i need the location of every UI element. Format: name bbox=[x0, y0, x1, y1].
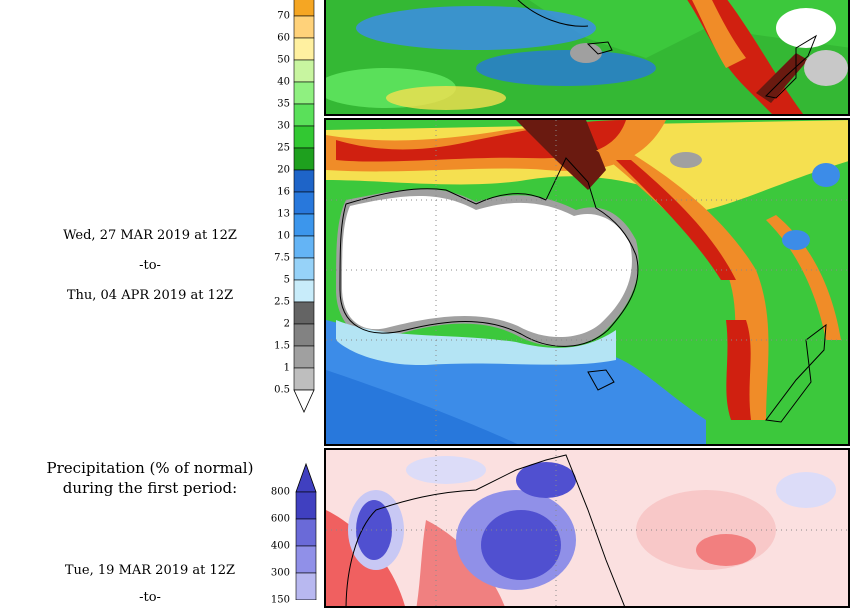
percent-normal-heading-line1: Precipitation (% of normal) bbox=[46, 459, 254, 477]
rainfall-colorbar-tick-label: 7.5 bbox=[274, 252, 290, 264]
percent-normal-map-panel bbox=[324, 448, 850, 608]
rainfall-colorbar-swatch bbox=[293, 147, 315, 171]
rainfall-colorbar-swatch bbox=[293, 367, 315, 391]
percent-colorbar-swatch bbox=[295, 572, 317, 600]
rainfall-colorbar-tick-label: 35 bbox=[277, 98, 290, 110]
rainfall-colorbar-swatch bbox=[293, 0, 315, 17]
rainfall-colorbar-swatch bbox=[293, 125, 315, 149]
percent-colorbar bbox=[294, 462, 318, 600]
rainfall-map-previous-panel bbox=[324, 0, 850, 116]
percent-colorbar-swatch bbox=[295, 518, 317, 547]
rainfall-colorbar bbox=[290, 0, 320, 420]
rainfall-colorbar-tick-label: 0.5 bbox=[274, 384, 290, 396]
rainfall-colorbar-tick-label: 40 bbox=[277, 76, 290, 88]
rainfall-colorbar-swatch bbox=[293, 15, 315, 39]
percent-colorbar-ticks: 800 600 400 300 150 bbox=[250, 462, 290, 606]
rainfall-colorbar-swatch bbox=[293, 169, 315, 193]
percent-normal-heading-line2: during the first period: bbox=[62, 479, 238, 497]
rainfall-colorbar-tick-label: 25 bbox=[277, 142, 290, 154]
second-period-separator: -to- bbox=[139, 258, 161, 273]
first-period-start-date: Tue, 19 MAR 2019 at 12Z bbox=[64, 563, 236, 578]
rainfall-colorbar-tick-label: 10 bbox=[277, 230, 290, 242]
rainfall-colorbar-swatch bbox=[293, 213, 315, 237]
rainfall-colorbar-tick-label: 30 bbox=[277, 120, 290, 132]
rainfall-colorbar-tick-label: 13 bbox=[277, 208, 290, 220]
percent-colorbar-swatch bbox=[295, 545, 317, 574]
second-period-start-date: Wed, 27 MAR 2019 at 12Z bbox=[63, 228, 237, 243]
rainfall-colorbar-tick-label: 1.5 bbox=[274, 340, 290, 352]
rainfall-colorbar-swatch bbox=[293, 81, 315, 105]
percent-colorbar-tick-label: 400 bbox=[270, 540, 290, 552]
rainfall-colorbar-svg bbox=[293, 0, 315, 413]
rainfall-colorbar-tick-label: 2.5 bbox=[274, 296, 290, 308]
rainfall-colorbar-min-arrow bbox=[293, 389, 315, 413]
percent-colorbar-tick-label: 600 bbox=[270, 513, 290, 525]
percent-normal-map-svg bbox=[326, 450, 848, 606]
rainfall-colorbar-tick-label: 5 bbox=[283, 274, 290, 286]
percent-colorbar-swatch bbox=[295, 491, 317, 520]
rainfall-map-panel bbox=[324, 118, 850, 446]
rainfall-colorbar-swatch bbox=[293, 301, 315, 325]
rainfall-colorbar-tick-label: 1 bbox=[283, 362, 290, 374]
rainfall-colorbar-swatch bbox=[293, 37, 315, 61]
rainfall-colorbar-ticks: 8070605040353025201613107.552.521.510.5 bbox=[250, 0, 290, 420]
rainfall-colorbar-swatch bbox=[293, 59, 315, 83]
percent-colorbar-tick-label: 800 bbox=[270, 486, 290, 498]
rainfall-colorbar-tick-label: 20 bbox=[277, 164, 290, 176]
rainfall-map-previous-svg bbox=[326, 0, 848, 114]
rainfall-colorbar-tick-label: 70 bbox=[277, 10, 290, 22]
rainfall-colorbar-tick-label: 2 bbox=[283, 318, 290, 330]
first-period-separator: -to- bbox=[139, 590, 161, 605]
percent-colorbar-tick-label: 300 bbox=[270, 567, 290, 579]
percent-colorbar-max-arrow bbox=[295, 462, 317, 493]
rainfall-colorbar-swatch bbox=[293, 345, 315, 369]
rainfall-colorbar-tick-label: 60 bbox=[277, 32, 290, 44]
percent-normal-heading: Precipitation (% of normal) during the f… bbox=[20, 458, 280, 498]
rainfall-colorbar-swatch bbox=[293, 103, 315, 127]
rainfall-colorbar-tick-label: 16 bbox=[277, 186, 290, 198]
second-period-end-date: Thu, 04 APR 2019 at 12Z bbox=[66, 288, 234, 303]
rainfall-colorbar-swatch bbox=[293, 235, 315, 259]
rainfall-colorbar-swatch bbox=[293, 257, 315, 281]
percent-colorbar-tick-label: 150 bbox=[270, 594, 290, 606]
percent-colorbar-svg bbox=[295, 462, 317, 600]
rainfall-colorbar-tick-label: 50 bbox=[277, 54, 290, 66]
rainfall-colorbar-swatch bbox=[293, 323, 315, 347]
rainfall-colorbar-swatch bbox=[293, 279, 315, 303]
rainfall-map-svg bbox=[326, 120, 848, 444]
rainfall-colorbar-swatch bbox=[293, 191, 315, 215]
